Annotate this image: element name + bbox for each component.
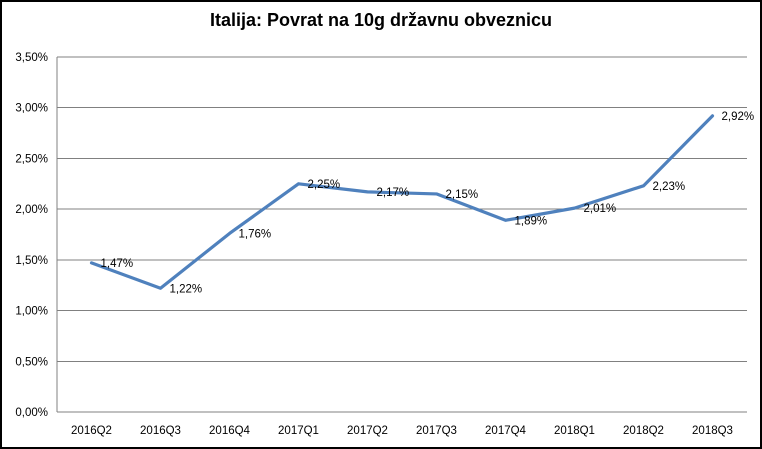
data-label: 2,23% [653,181,686,193]
x-tick-label: 2017Q2 [347,425,388,437]
y-tick-label: 1,00% [15,306,48,318]
gridlines [56,56,747,413]
y-tick-label: 2,00% [15,204,48,216]
data-label: 2,01% [584,203,617,215]
x-tick-label: 2017Q3 [416,425,457,437]
y-tick-label: 3,00% [15,103,48,115]
y-tick-label: 3,50% [15,52,48,64]
y-tick-label: 2,50% [15,153,48,165]
x-axis-tick-labels: 2016Q2 2016Q3 2016Q4 2017Q1 2017Q2 2017Q3 2017… [71,425,733,437]
data-label: 2,15% [446,189,479,201]
data-label: 1,89% [515,215,548,227]
series-line [89,114,715,290]
x-tick-label: 2017Q4 [485,425,527,437]
x-tick-label: 2017Q1 [278,425,319,437]
x-tick-label: 2018Q1 [554,425,595,437]
data-labels: 1,47% 1,22% 1,76% 2,25% 2,17% 2,15% 1,89% 2,01%… [101,111,755,295]
chart-title: Italija: Povrat na 10g državnu obveznicu [209,10,553,30]
x-tick-label: 2016Q3 [140,425,181,437]
x-tick-label: 2018Q3 [692,425,733,437]
data-label: 2,17% [377,187,410,199]
y-tick-label: 0,00% [15,407,48,419]
y-tick-label: 0,50% [15,356,48,368]
y-tick-label: 1,50% [15,255,48,267]
data-label: 1,76% [239,228,272,240]
x-tick-label: 2016Q4 [209,425,251,437]
series-lines [89,114,715,290]
x-tick-label: 2018Q2 [623,425,664,437]
data-label: 2,25% [308,179,341,191]
x-tick-label: 2016Q2 [71,425,112,437]
data-label: 2,92% [722,111,755,123]
data-label: 1,47% [101,258,134,270]
y-axis-tick-labels: 0,00% 0,50% 1,00% 1,50% 2,00% 2,50% 3,00% 3,50% [15,52,48,419]
data-label: 1,22% [170,283,203,295]
